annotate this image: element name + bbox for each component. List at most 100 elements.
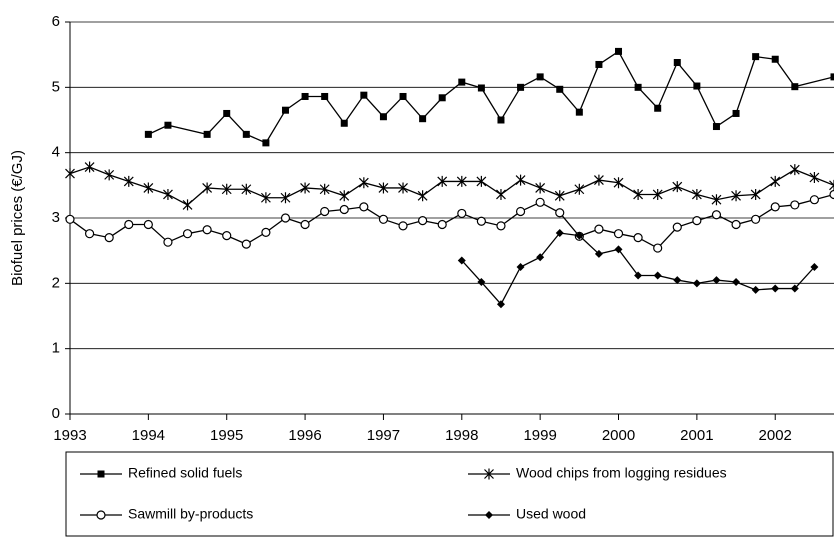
marker <box>104 233 114 243</box>
marker <box>417 190 428 202</box>
marker <box>751 285 760 294</box>
marker <box>164 121 172 129</box>
legend: Refined solid fuels Wood chips from loggi… <box>80 465 727 522</box>
y-tick-label: 5 <box>52 78 60 95</box>
marker <box>750 188 761 200</box>
marker <box>143 219 153 230</box>
marker <box>477 84 485 92</box>
marker <box>319 183 330 195</box>
marker <box>399 92 407 100</box>
marker <box>65 168 75 180</box>
y-axis-label: Biofuel prices (€/GJ) <box>9 150 26 286</box>
plot-area <box>65 47 834 309</box>
marker <box>614 245 623 254</box>
marker <box>496 221 506 231</box>
marker <box>280 213 291 223</box>
marker <box>692 279 701 288</box>
marker <box>555 229 564 238</box>
marker <box>594 249 603 258</box>
marker <box>829 179 834 191</box>
marker <box>300 182 311 194</box>
marker <box>653 271 662 280</box>
marker <box>124 219 134 230</box>
marker <box>633 233 643 243</box>
marker <box>613 177 624 189</box>
marker <box>633 188 644 200</box>
marker <box>358 177 369 189</box>
marker <box>143 182 154 194</box>
marker <box>456 175 467 187</box>
marker <box>340 119 348 127</box>
marker <box>555 208 565 218</box>
marker <box>378 214 389 224</box>
marker <box>515 206 526 217</box>
marker <box>575 231 584 240</box>
marker <box>515 174 526 186</box>
marker <box>653 243 663 253</box>
marker <box>732 278 741 287</box>
marker <box>221 183 232 195</box>
marker <box>693 82 701 90</box>
y-tick-label: 6 <box>52 13 60 30</box>
marker <box>163 237 173 247</box>
series-line <box>69 166 834 206</box>
marker <box>339 204 349 215</box>
marker <box>517 83 525 91</box>
legend-box <box>65 451 834 537</box>
marker <box>241 183 252 195</box>
marker <box>223 109 231 117</box>
marker <box>163 188 173 200</box>
marker <box>692 216 702 226</box>
marker <box>535 197 545 207</box>
marker <box>477 278 486 287</box>
marker <box>613 229 624 239</box>
marker <box>202 225 212 235</box>
marker <box>790 284 799 293</box>
marker <box>770 175 781 187</box>
series-line <box>461 232 815 306</box>
marker <box>281 106 289 114</box>
marker <box>770 202 780 212</box>
y-tick-label: 0 <box>52 405 60 422</box>
marker <box>437 175 448 187</box>
marker <box>536 73 544 81</box>
x-tick-label: 1996 <box>288 427 321 444</box>
marker <box>398 221 408 231</box>
marker <box>96 510 106 520</box>
marker <box>339 190 350 202</box>
marker <box>301 92 309 100</box>
marker <box>731 219 741 230</box>
marker <box>712 276 721 285</box>
marker <box>731 190 741 202</box>
marker <box>458 78 466 86</box>
marker <box>497 116 505 124</box>
marker <box>829 189 834 200</box>
marker <box>615 47 623 55</box>
marker <box>203 130 211 138</box>
marker <box>457 208 467 219</box>
marker <box>535 182 546 194</box>
marker <box>496 300 505 309</box>
marker <box>673 276 682 285</box>
marker <box>379 113 387 121</box>
marker <box>262 139 270 147</box>
marker <box>634 271 643 280</box>
marker <box>260 192 271 204</box>
marker <box>574 183 585 195</box>
y-tick-label: 1 <box>52 340 60 357</box>
legend-label: Used wood <box>516 506 586 522</box>
marker <box>771 55 779 63</box>
marker <box>438 94 446 102</box>
legend-label: Refined solid fuels <box>128 465 242 481</box>
marker <box>691 188 702 200</box>
marker <box>419 115 427 123</box>
x-tick-label: 1993 <box>53 427 86 444</box>
marker <box>222 231 232 241</box>
marker <box>732 109 740 117</box>
marker <box>752 53 760 61</box>
marker <box>484 468 494 480</box>
marker <box>595 60 603 68</box>
x-tick-label: 1999 <box>523 427 556 444</box>
marker <box>457 256 466 265</box>
